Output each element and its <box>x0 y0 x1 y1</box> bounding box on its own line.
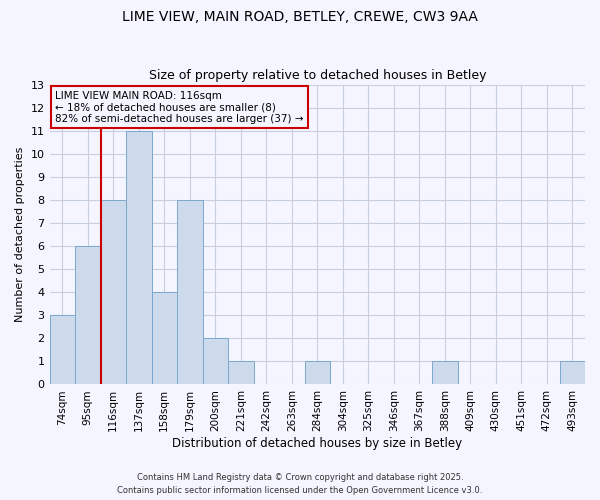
Text: LIME VIEW, MAIN ROAD, BETLEY, CREWE, CW3 9AA: LIME VIEW, MAIN ROAD, BETLEY, CREWE, CW3… <box>122 10 478 24</box>
Bar <box>228 362 254 384</box>
Bar <box>75 246 101 384</box>
Bar <box>432 362 458 384</box>
Bar <box>50 316 75 384</box>
Bar <box>305 362 330 384</box>
Bar <box>177 200 203 384</box>
X-axis label: Distribution of detached houses by size in Betley: Distribution of detached houses by size … <box>172 437 463 450</box>
Bar <box>152 292 177 384</box>
Bar <box>101 200 126 384</box>
Bar <box>126 130 152 384</box>
Bar <box>203 338 228 384</box>
Y-axis label: Number of detached properties: Number of detached properties <box>15 147 25 322</box>
Bar <box>560 362 585 384</box>
Text: Contains HM Land Registry data © Crown copyright and database right 2025.
Contai: Contains HM Land Registry data © Crown c… <box>118 474 482 495</box>
Title: Size of property relative to detached houses in Betley: Size of property relative to detached ho… <box>149 69 486 82</box>
Text: LIME VIEW MAIN ROAD: 116sqm
← 18% of detached houses are smaller (8)
82% of semi: LIME VIEW MAIN ROAD: 116sqm ← 18% of det… <box>55 90 304 124</box>
